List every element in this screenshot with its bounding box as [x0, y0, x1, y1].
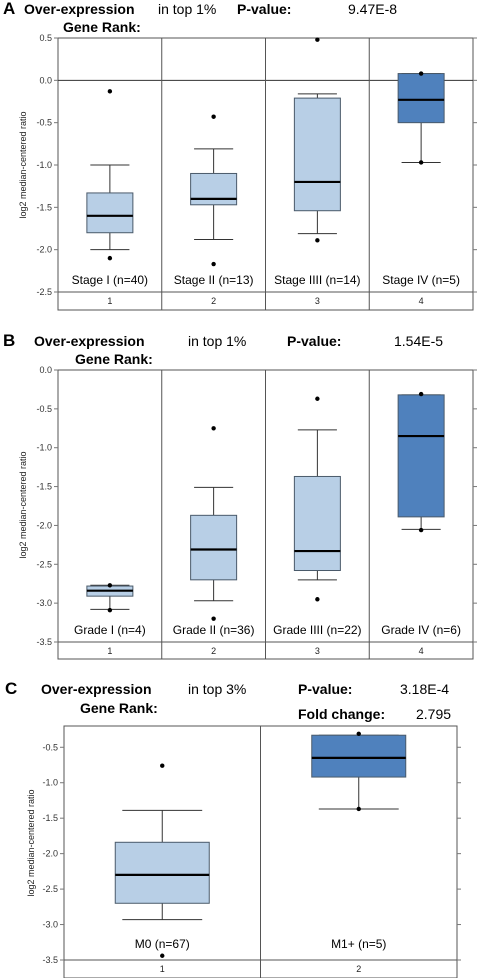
y-tick-label: -3.5 [42, 955, 58, 965]
outlier-point [356, 731, 361, 736]
chart-panel-c: log2 median-centered ratio -0.5 -1.0 -1.5 -2… [26, 725, 461, 978]
group-index-label: 2 [356, 964, 361, 974]
y-tick-label: -2.0 [36, 520, 52, 530]
panel-b-gene-rank-label-2: Gene Rank: [75, 351, 153, 367]
y-tick-label: 0.5 [39, 33, 52, 43]
box [190, 172, 238, 206]
y-axis-label: log2 median-centered ratio [26, 789, 36, 896]
panel-b-rank-value: in top 1% [188, 333, 246, 349]
panel-c-fold-label: Fold change: [298, 706, 385, 722]
group-index-label: 1 [107, 646, 112, 656]
box [397, 394, 445, 518]
group-index-label: 2 [211, 646, 216, 656]
outlier-point [160, 953, 165, 958]
panel-b-pvalue: 1.54E-5 [394, 333, 443, 349]
y-tick-label: -1.5 [42, 813, 58, 823]
y-axis-label: log2 median-centered ratio [18, 451, 28, 558]
y-tick-label: -2.0 [36, 245, 52, 255]
group-label: Stage IV (n=5) [382, 273, 460, 287]
outlier-point [315, 597, 320, 602]
panel-c-gene-rank-label-1: Over-expression [41, 681, 152, 697]
y-tick-label: -1.0 [36, 443, 52, 453]
group-label: Stage IIII (n=14) [274, 273, 360, 287]
y-tick-label: -2.5 [36, 559, 52, 569]
y-axis-label: log2 median-centered ratio [18, 111, 28, 218]
outlier-point [418, 391, 424, 397]
panel-c-pvalue-label: P-value: [298, 681, 352, 697]
box [190, 514, 238, 581]
group-index-label: 4 [419, 646, 424, 656]
y-tick-label: -1.5 [36, 202, 52, 212]
y-tick-label: -1.0 [42, 778, 58, 788]
y-tick-label: -2.0 [42, 849, 58, 859]
outlier-point [107, 583, 113, 588]
outlier-point [160, 763, 165, 768]
box [293, 97, 341, 212]
panel-a-pvalue-label: P-value: [237, 1, 291, 17]
outlier-point [418, 71, 424, 76]
panel-b-gene-rank-label-1: Over-expression [34, 333, 145, 349]
group-label: M0 (n=67) [135, 937, 190, 951]
outlier-point [211, 261, 216, 267]
y-tick-label: 0.0 [39, 75, 52, 85]
outlier-point [211, 114, 216, 119]
panel-c-letter: C [5, 679, 17, 698]
y-tick-label: -0.5 [42, 742, 58, 752]
group-label: Grade I (n=4) [74, 623, 146, 637]
outlier-point [107, 89, 113, 94]
group-label: Grade IIII (n=22) [273, 623, 361, 637]
y-tick-label: -0.5 [36, 404, 52, 414]
group-label: Stage I (n=40) [72, 273, 148, 287]
outlier-point [107, 607, 113, 613]
y-tick-label: -3.0 [42, 920, 58, 930]
group-index-label: 3 [315, 296, 320, 306]
outlier-point [315, 238, 320, 243]
plot-area: log2 median-centered ratio 0.5 0.0 -0.5 -1.0… [18, 33, 477, 978]
panel-a-letter: A [3, 0, 15, 18]
group-index-label: 4 [419, 296, 424, 306]
group-index-label: 1 [160, 964, 165, 974]
y-tick-label: 0.0 [39, 365, 52, 375]
box [293, 475, 341, 572]
group-index-label: 2 [211, 296, 216, 306]
panel-a-gene-rank-label-1: Over-expression [24, 1, 135, 17]
y-tick-label: -3.5 [36, 637, 52, 647]
panel-c-rank-value: in top 3% [188, 681, 246, 697]
outlier-point [211, 426, 216, 431]
panel-c-gene-rank-label-2: Gene Rank: [80, 700, 158, 716]
group-label: M1+ (n=5) [331, 937, 386, 951]
chart-panel-a: log2 median-centered ratio 0.5 0.0 -0.5 -1.0… [18, 33, 477, 311]
chart-panel-b: log2 median-centered ratio 0.0 -0.5 -1.0 -1.… [18, 365, 477, 660]
panel-a-rank-value: in top 1% [158, 1, 216, 17]
group-label: Grade IV (n=6) [381, 623, 461, 637]
outlier-point [211, 616, 216, 621]
y-tick-label: -1.0 [36, 160, 52, 170]
panel-c-fold-value: 2.795 [416, 706, 451, 722]
group-index-label: 3 [315, 646, 320, 656]
group-label: Stage II (n=13) [174, 273, 254, 287]
outlier-point [107, 255, 113, 261]
panel-c-pvalue: 3.18E-4 [400, 681, 449, 697]
outlier-point [315, 37, 320, 42]
group-index-label: 1 [107, 296, 112, 306]
outlier-point [315, 396, 320, 401]
y-tick-label: -2.5 [36, 287, 52, 297]
panel-b-letter: B [3, 331, 15, 350]
y-tick-label: -3.0 [36, 598, 52, 608]
outlier-point [356, 806, 361, 812]
panel-b-pvalue-label: P-value: [287, 333, 341, 349]
group-label: Grade II (n=36) [173, 623, 255, 637]
panel-a-gene-rank-label-2: Gene Rank: [63, 19, 141, 35]
box [311, 734, 407, 778]
outlier-point [418, 527, 424, 533]
panel-a-pvalue: 9.47E-8 [348, 1, 397, 17]
box [86, 192, 134, 234]
box [114, 841, 210, 904]
outlier-point [418, 160, 424, 165]
y-tick-label: -2.5 [42, 884, 58, 894]
y-tick-label: -1.5 [36, 482, 52, 492]
box [397, 73, 445, 124]
y-tick-label: -0.5 [36, 118, 52, 128]
